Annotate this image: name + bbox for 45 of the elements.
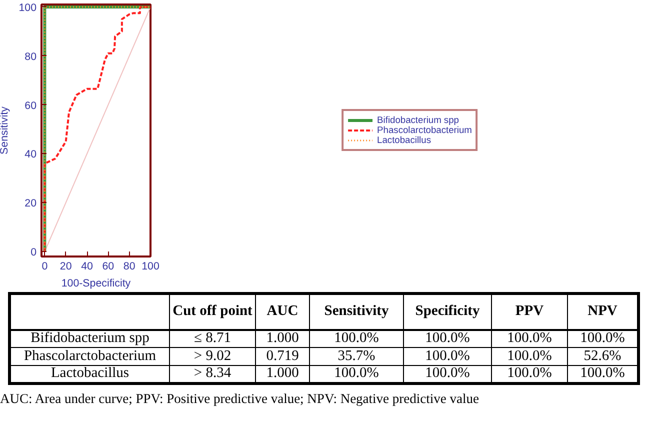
x-tick-label: 60 (102, 260, 114, 272)
y-tick-label: 80 (24, 50, 37, 63)
text: 100.0% (492, 348, 568, 366)
text: 100.0% (404, 365, 492, 384)
x-tick-label: 40 (81, 260, 94, 272)
text: 100.0% (310, 365, 404, 384)
y-axis-title: Sensitivity (0, 106, 11, 154)
text: AUC (256, 294, 310, 330)
y-tick-label: 100 (18, 2, 37, 14)
text: ≤ 8.71 (170, 330, 256, 348)
text: Specificity (404, 294, 492, 330)
text: 100.0% (404, 348, 492, 366)
x-tick-label: 100 (142, 260, 160, 272)
y-tick-label: 60 (24, 100, 37, 112)
y-tick-label: 40 (24, 148, 37, 161)
legend-label: Bifidobacterium spp (377, 115, 459, 125)
x-tick-label: 20 (60, 260, 72, 272)
y-tick-label: 20 (24, 198, 37, 210)
text: NPV (568, 294, 638, 330)
text: Cut off point (170, 294, 256, 330)
y-tick-label: 0 (30, 246, 37, 259)
text: 1.000 (256, 330, 310, 348)
text: > 8.34 (170, 365, 256, 384)
text: 100.0% (492, 365, 568, 384)
text: Bifidobacterium spp (10, 330, 170, 348)
text: 35.7% (310, 348, 404, 366)
text: Lactobacillus (10, 365, 170, 384)
text: > 9.02 (170, 348, 256, 366)
text: 52.6% (568, 348, 638, 366)
text: PPV (492, 294, 568, 330)
legend-label: Phascolarctobacterium (377, 125, 472, 135)
x-axis-title: 100-Specificity (61, 278, 132, 290)
text: Phascolarctobacterium (10, 348, 170, 366)
legend-label: Lactobacillus (377, 135, 431, 145)
text: 0.719 (256, 348, 310, 366)
text: 100.0% (568, 330, 638, 348)
x-tick-label: 80 (123, 260, 136, 272)
text: 100.0% (310, 330, 404, 348)
text: 1.000 (256, 365, 310, 384)
text: 100.0% (404, 330, 492, 348)
x-tick-label: 0 (42, 260, 48, 272)
text: 100.0% (568, 365, 638, 384)
text: 100.0% (492, 330, 568, 348)
text: AUC: Area under curve; PPV: Positive predictive value; NPV: Negative predictive value (0, 390, 480, 408)
text: Sensitivity (310, 294, 404, 330)
